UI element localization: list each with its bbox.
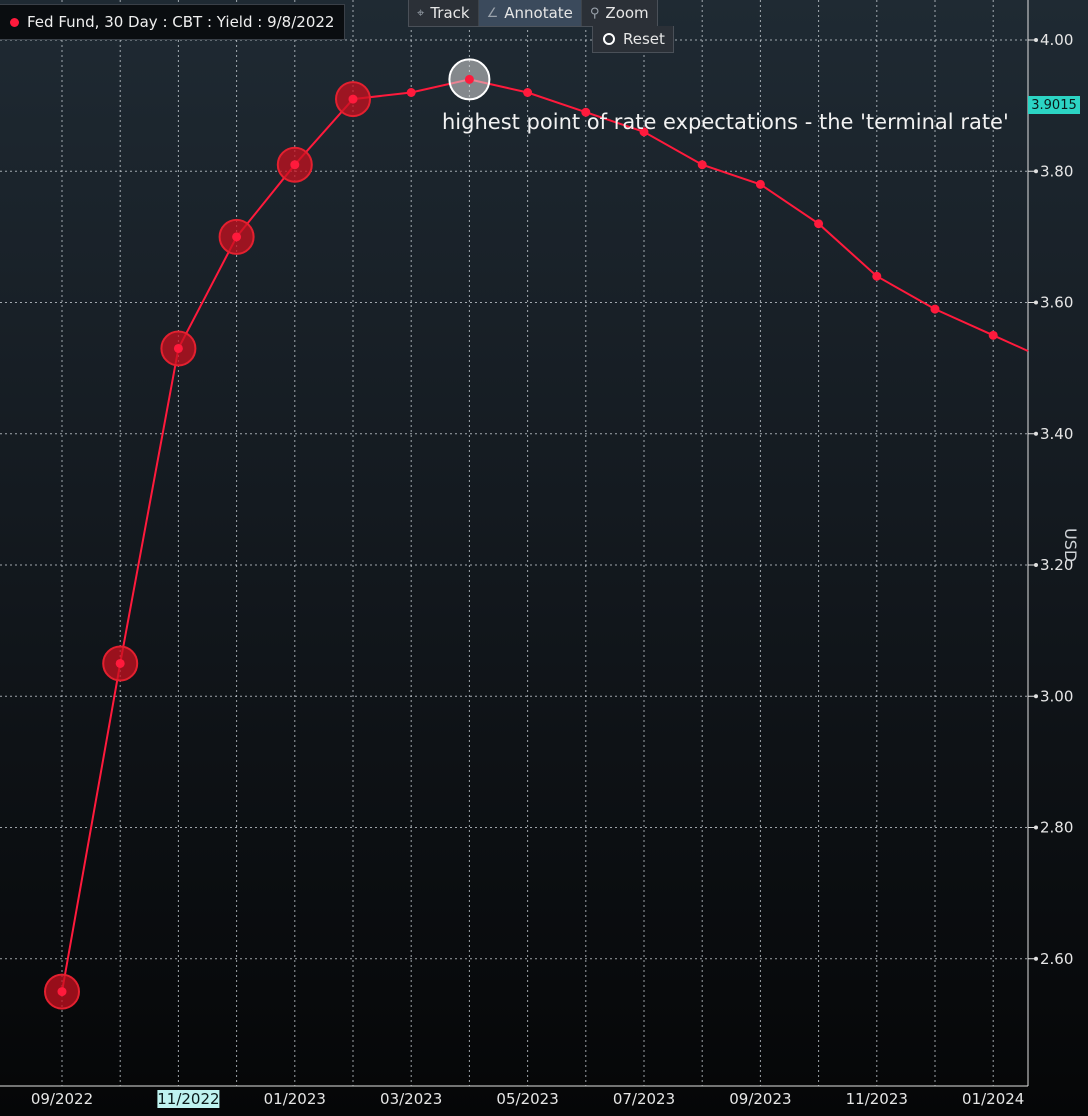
pencil-icon: ∠ — [486, 5, 499, 21]
y-tick-dot — [1034, 431, 1038, 436]
y-axis-unit: USD — [1061, 528, 1080, 563]
last-value-badge: 3.9015 — [1028, 96, 1080, 114]
reset-label: Reset — [623, 30, 665, 48]
data-point[interactable] — [872, 271, 882, 281]
x-tick-label: 11/2023 — [846, 1090, 908, 1108]
data-point[interactable] — [930, 304, 940, 314]
annotate-button[interactable]: ∠ Annotate — [478, 0, 582, 26]
x-tick-label: 09/2022 — [31, 1090, 93, 1108]
annotation-text[interactable]: highest point of rate expectations - the… — [442, 110, 1009, 134]
y-tick-label: 3.80 — [1040, 162, 1073, 180]
data-point[interactable] — [814, 219, 824, 229]
data-point[interactable] — [639, 127, 649, 137]
chart-toolbar: ⌖ Track ∠ Annotate ⚲ Zoom — [408, 0, 658, 27]
legend: Fed Fund, 30 Day : CBT : Yield : 9/8/202… — [0, 4, 346, 40]
x-tick-label: 11/2022 — [157, 1090, 219, 1108]
data-point[interactable] — [988, 330, 998, 340]
x-tick-label: 07/2023 — [613, 1090, 675, 1108]
data-point[interactable] — [523, 88, 533, 97]
data-point[interactable] — [348, 94, 358, 104]
data-point[interactable] — [232, 232, 242, 242]
x-tick-label: 01/2023 — [264, 1090, 326, 1108]
data-point[interactable] — [697, 160, 707, 170]
y-tick-label: 2.80 — [1040, 819, 1073, 837]
y-tick-dot — [1034, 563, 1038, 567]
series-path — [61, 78, 1029, 992]
y-tick-dot — [1034, 694, 1038, 699]
data-point[interactable] — [290, 160, 300, 170]
y-tick-label: 3.20 — [1040, 556, 1073, 574]
data-points — [44, 58, 998, 1010]
y-tick-dot — [1034, 38, 1038, 42]
data-point[interactable] — [115, 658, 125, 668]
grid-lines — [0, 0, 1028, 1086]
y-tick-label: 3.00 — [1040, 687, 1073, 705]
track-button[interactable]: ⌖ Track — [409, 0, 479, 26]
reset-icon — [603, 33, 615, 45]
data-point[interactable] — [406, 88, 416, 97]
magnifier-icon: ⚲ — [589, 5, 600, 21]
y-tick-label: 3.40 — [1040, 425, 1073, 443]
y-tick-dot — [1034, 300, 1038, 305]
data-point[interactable] — [57, 987, 67, 997]
y-tick-label: 4.00 — [1040, 31, 1073, 49]
x-tick-label: 05/2023 — [496, 1090, 558, 1108]
data-point[interactable] — [464, 74, 474, 84]
crosshair-icon: ⌖ — [417, 5, 425, 21]
track-label: Track — [430, 4, 470, 22]
y-tick-dot — [1034, 169, 1038, 174]
x-tick-label: 03/2023 — [380, 1090, 442, 1108]
data-point[interactable] — [173, 343, 183, 353]
zoom-button[interactable]: ⚲ Zoom — [582, 0, 657, 26]
y-axis-labels: 4.00 3.80 3.60 3.40 3.20 3.00 2.80 2.60 — [1040, 31, 1073, 968]
x-tick-label: 01/2024 — [962, 1090, 1024, 1108]
y-tick-dot — [1034, 956, 1038, 961]
y-tick-label: 2.60 — [1040, 950, 1073, 968]
reset-button[interactable]: Reset — [592, 26, 674, 53]
y-tick-dot — [1034, 825, 1038, 830]
y-tick-label: 3.60 — [1040, 294, 1073, 312]
x-axis-labels: 09/2022 11/2022 01/2023 03/2023 05/2023 07/20… — [31, 1090, 1024, 1108]
x-tick-highlight — [157, 1090, 220, 1108]
series-line — [61, 78, 1029, 992]
x-tick-label: 09/2023 — [729, 1090, 791, 1108]
legend-marker — [10, 17, 19, 27]
data-point[interactable] — [581, 107, 591, 117]
annotate-label: Annotate — [504, 4, 573, 22]
zoom-label: Zoom — [605, 4, 649, 22]
axes — [0, 0, 1038, 1087]
legend-label: Fed Fund, 30 Day : CBT : Yield : 9/8/202… — [27, 13, 335, 31]
data-point[interactable] — [755, 179, 765, 189]
